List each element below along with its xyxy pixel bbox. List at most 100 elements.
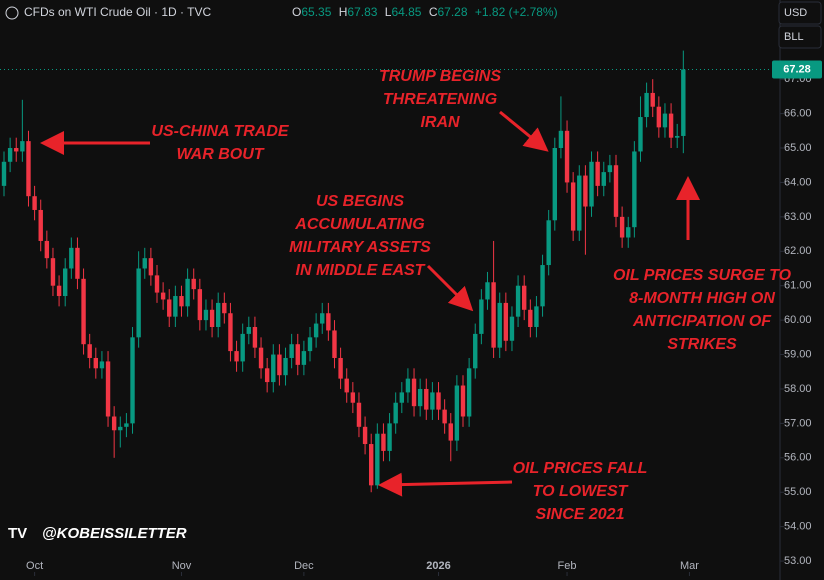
candle-body <box>295 344 300 365</box>
unit[interactable]: BLL <box>784 31 804 43</box>
symbol-icon <box>5 6 19 20</box>
last-price-label: 67.28 <box>783 63 811 75</box>
x-tick-label: 2026 <box>426 560 450 572</box>
candle-body <box>546 220 551 266</box>
candle-body <box>448 423 453 441</box>
y-tick-label: 62.00 <box>784 245 812 257</box>
h-value: 67.83 <box>347 5 377 19</box>
symbol: CFDs on WTI Crude Oil · 1D · TVC <box>24 5 211 19</box>
candle-body <box>197 289 203 321</box>
candle-body <box>99 361 105 369</box>
candle-body <box>118 426 123 431</box>
annotation-line: ACCUMULATING <box>294 216 424 233</box>
candle-body <box>44 240 50 259</box>
candle-body <box>405 378 411 393</box>
y-tick-label: 53.00 <box>784 555 812 567</box>
annotation-line: THREATENING <box>383 91 497 108</box>
candle-body <box>540 265 545 307</box>
candle-body <box>675 135 680 138</box>
candle-body <box>228 313 233 352</box>
candle-body <box>509 316 515 341</box>
candle-body <box>638 117 643 152</box>
annotation-line: OIL PRICES FALL <box>513 460 648 477</box>
currency-button[interactable] <box>778 1 822 25</box>
o-value: 65.35 <box>301 5 331 19</box>
unit-button[interactable] <box>778 25 822 49</box>
candle-body <box>283 357 288 376</box>
candle-body <box>417 388 423 407</box>
candle-body <box>570 182 576 231</box>
candle-body <box>148 258 154 276</box>
candle-body <box>522 285 527 310</box>
tv-logo: TV <box>8 525 27 542</box>
candle-body <box>473 333 478 369</box>
candle-body <box>240 333 245 362</box>
x-tick-label: Dec <box>294 560 314 572</box>
candle-body <box>209 309 215 328</box>
candle-body <box>552 148 557 221</box>
currency[interactable]: USD <box>784 7 807 19</box>
h-label: H <box>339 5 348 19</box>
l-value: 64.85 <box>391 5 421 19</box>
candle-body <box>436 392 441 410</box>
candle-body <box>381 433 386 451</box>
candle-body <box>466 368 472 417</box>
candle-body <box>515 285 521 317</box>
annotation: OIL PRICES FALL TO LOWEST SINCE 2021 <box>513 460 648 523</box>
candle-body <box>485 282 490 300</box>
candle-body <box>619 216 625 238</box>
candle-body <box>191 278 196 290</box>
candle-body <box>356 402 362 427</box>
x-tick-label: Oct <box>26 560 43 572</box>
candle-body <box>124 423 129 427</box>
candle-body <box>375 433 380 486</box>
annotation-line: OIL PRICES SURGE TO <box>613 267 792 284</box>
annotation-line: STRIKES <box>667 336 737 353</box>
candle-body <box>32 196 37 210</box>
candle-body <box>234 351 239 362</box>
candle-body <box>185 278 190 307</box>
candle-body <box>264 368 270 383</box>
candle-body <box>63 268 68 297</box>
annotation: US-CHINA TRADE WAR BOUT <box>151 123 290 163</box>
annotation-line: TO LOWEST <box>533 483 629 500</box>
candle-body <box>38 209 43 241</box>
candle-body <box>56 285 62 297</box>
y-tick-label: 58.00 <box>784 383 812 395</box>
candle-body <box>307 337 313 352</box>
arrows <box>40 110 700 497</box>
candle-body <box>252 327 258 348</box>
candle-body <box>534 306 539 328</box>
y-tick-label: 64.00 <box>784 176 812 188</box>
c-label: C <box>429 5 438 19</box>
candle-body <box>613 165 619 217</box>
change: +1.82 (+2.78%) <box>475 5 558 19</box>
y-tick-label: 65.00 <box>784 142 812 154</box>
candle-body <box>454 385 460 441</box>
candle-body <box>111 416 117 431</box>
candle-body <box>344 378 349 393</box>
candle-body <box>167 299 172 317</box>
annotation-line: MILITARY ASSETS <box>289 239 431 256</box>
annotation-line: SINCE 2021 <box>536 506 625 523</box>
candle-body <box>564 130 570 183</box>
x-tick-label: Feb <box>558 560 577 572</box>
candle-body <box>1 161 7 186</box>
candle-body <box>277 354 282 376</box>
candle-body <box>20 141 25 152</box>
watermark-text: @KOBEISSILETTER <box>42 525 187 542</box>
candle-body <box>320 313 325 324</box>
annotation-line: US-CHINA TRADE <box>151 123 290 140</box>
annotation-line: ANTICIPATION OF <box>632 313 772 330</box>
c-value: 67.28 <box>438 5 468 19</box>
candle-body <box>595 161 600 186</box>
arrow <box>499 110 549 152</box>
candle-body <box>668 113 674 138</box>
candle-body <box>350 392 356 403</box>
candle-body <box>632 151 637 228</box>
annotation-line: 8-MONTH HIGH ON <box>629 290 775 307</box>
candle-body <box>69 247 74 269</box>
candle-body <box>160 292 166 300</box>
candle-body <box>369 444 374 486</box>
